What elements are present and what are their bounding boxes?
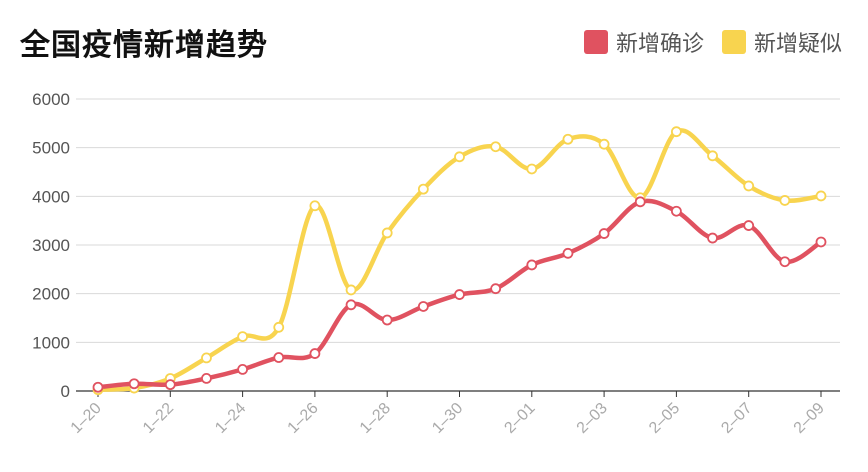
data-point-confirmed[interactable] [381,314,393,326]
legend-swatch-confirmed [583,30,608,54]
y-tick-label: 1000 [32,333,70,352]
legend-label-suspected: 新增疑似 [753,32,842,57]
data-point-confirmed[interactable] [743,220,755,231]
data-point-suspected[interactable] [562,133,574,145]
data-point-confirmed[interactable] [237,363,249,375]
data-point-confirmed[interactable] [671,205,682,217]
x-tick-label: 1–28 [357,400,394,437]
data-point-confirmed[interactable] [345,299,357,311]
y-tick-label: 3000 [32,236,70,255]
data-point-confirmed[interactable] [598,228,610,239]
data-point-suspected[interactable] [526,163,538,175]
data-point-confirmed[interactable] [454,289,465,300]
data-point-suspected[interactable] [779,195,791,206]
y-tick-label: 0 [61,382,70,401]
data-point-confirmed[interactable] [417,301,429,312]
x-tick-label: 2–09 [791,400,828,437]
series-line-suspected [95,128,824,392]
data-point-suspected[interactable] [417,183,429,195]
legend-item-confirmed[interactable]: 新增确诊 [583,26,704,58]
data-point-suspected[interactable] [454,151,465,163]
data-point-confirmed[interactable] [526,259,538,271]
data-point-confirmed[interactable] [707,232,718,244]
data-point-confirmed[interactable] [201,372,212,384]
y-tick-label: 5000 [32,139,70,158]
data-point-confirmed[interactable] [562,247,574,259]
x-tick-label: 2–05 [646,400,683,437]
x-tick-label: 2–03 [574,400,611,437]
x-tick-label: 2–07 [718,400,755,437]
x-tick-label: 1–30 [429,400,466,437]
data-point-confirmed[interactable] [634,196,646,208]
data-point-suspected[interactable] [815,190,827,202]
data-point-confirmed[interactable] [164,379,176,391]
y-tick-label: 4000 [32,187,70,206]
data-point-suspected[interactable] [381,227,393,239]
data-point-suspected[interactable] [345,284,357,296]
data-point-confirmed[interactable] [92,381,104,393]
data-point-suspected[interactable] [743,180,755,192]
x-tick-label: 1–24 [212,400,249,437]
data-point-confirmed[interactable] [490,283,502,295]
chart-title: 全国疫情新增趋势 [20,28,268,63]
data-point-confirmed[interactable] [815,236,827,248]
data-point-suspected[interactable] [237,331,249,342]
x-tick-label: 2–01 [501,400,538,437]
legend-label-confirmed: 新增确诊 [615,32,704,57]
x-tick-label: 1–26 [285,400,322,437]
data-point-suspected[interactable] [671,126,682,138]
x-tick-label: 1–20 [68,400,105,437]
legend: 新增确诊 新增疑似 [583,26,842,58]
data-point-confirmed[interactable] [273,352,285,363]
legend-swatch-suspected [721,30,746,54]
data-point-suspected[interactable] [273,321,285,333]
data-point-suspected[interactable] [707,150,718,162]
data-point-confirmed[interactable] [779,256,791,268]
data-point-suspected[interactable] [598,138,610,150]
data-point-suspected[interactable] [490,141,502,153]
data-point-suspected[interactable] [309,200,321,212]
data-point-confirmed[interactable] [128,378,140,390]
data-point-confirmed[interactable] [309,348,321,359]
y-tick-label: 6000 [32,90,70,109]
data-point-suspected[interactable] [201,352,212,364]
x-tick-label: 1–22 [140,400,177,437]
legend-item-suspected[interactable]: 新增疑似 [721,26,842,58]
y-tick-label: 2000 [32,285,70,304]
